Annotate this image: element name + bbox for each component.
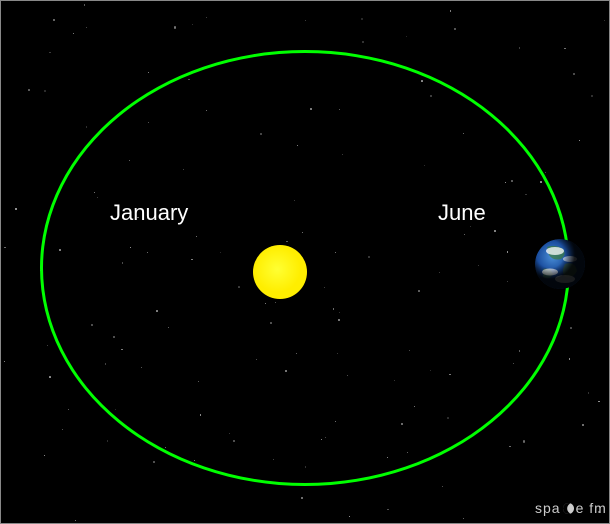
- watermark-text-left: spa: [535, 500, 561, 516]
- label-june: June: [438, 200, 486, 226]
- earth-svg: [535, 239, 585, 289]
- watermark-logo: spa e fm: [535, 500, 607, 516]
- moon-icon: [563, 503, 574, 514]
- earth-icon: [535, 239, 585, 289]
- label-january: January: [110, 200, 188, 226]
- watermark-text-right: e fm: [576, 500, 607, 516]
- sun-icon: [253, 245, 307, 299]
